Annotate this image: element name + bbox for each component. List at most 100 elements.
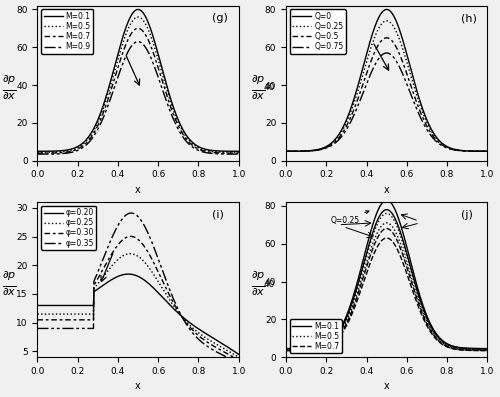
Q=0.5 — [384, 35, 390, 40]
Line: φ=0.30: φ=0.30 — [38, 236, 238, 360]
φ=0.20 — [236, 352, 242, 357]
Q=0.5 — [403, 69, 409, 74]
X-axis label: x: x — [135, 185, 141, 195]
Q=0.5 — [283, 149, 289, 154]
φ=0.30 — [154, 268, 160, 273]
φ=0.20 — [144, 279, 150, 284]
Q=0 — [448, 146, 454, 151]
M=0.5 — [231, 150, 237, 154]
Q=0.5 — [392, 43, 398, 48]
Legend: φ=0.20, φ=0.25, φ=0.30, φ=0.35: φ=0.20, φ=0.25, φ=0.30, φ=0.35 — [41, 206, 96, 250]
φ=0.20 — [132, 273, 138, 278]
Q=0.75 — [484, 149, 490, 154]
Q=0.25 — [484, 149, 490, 154]
φ=0.25 — [200, 333, 206, 338]
Line: φ=0.20: φ=0.20 — [38, 274, 238, 354]
M=0.5 — [236, 150, 242, 154]
φ=0.20 — [154, 290, 160, 295]
M=0.9 — [131, 41, 137, 46]
φ=0.20 — [231, 349, 237, 354]
φ=0.35 — [154, 255, 160, 260]
Y-axis label: $\partial p$
$\overline{\partial x}$: $\partial p$ $\overline{\partial x}$ — [2, 73, 16, 102]
M=0.5 — [131, 16, 137, 21]
M=0.7 — [131, 28, 137, 33]
Q=0.5 — [380, 37, 386, 42]
φ=0.20 — [200, 329, 206, 334]
φ=0.25 — [154, 278, 160, 283]
X-axis label: x: x — [384, 382, 390, 391]
φ=0.25 — [34, 312, 40, 316]
φ=0.35 — [144, 228, 150, 233]
X-axis label: x: x — [384, 185, 390, 195]
Text: (h): (h) — [461, 13, 477, 23]
φ=0.25 — [236, 355, 242, 360]
M=0.1 — [236, 149, 242, 154]
φ=0.30 — [144, 248, 150, 252]
φ=0.20 — [34, 303, 40, 308]
M=0.7 — [200, 148, 206, 153]
Q=0.25 — [283, 149, 289, 154]
φ=0.30 — [130, 234, 136, 239]
Text: Q=0.25: Q=0.25 — [330, 211, 369, 225]
Line: φ=0.25: φ=0.25 — [38, 254, 238, 357]
φ=0.25 — [132, 252, 138, 257]
Q=0.75 — [380, 52, 386, 57]
Q=0 — [392, 17, 398, 21]
M=0.7 — [236, 151, 242, 156]
Legend: M=0.1, M=0.5, M=0.7, M=0.9: M=0.1, M=0.5, M=0.7, M=0.9 — [41, 10, 93, 54]
φ=0.35 — [130, 211, 136, 216]
M=0.7 — [130, 29, 136, 34]
M=0.1 — [200, 146, 206, 151]
Q=0 — [283, 149, 289, 154]
Text: Q=0: Q=0 — [0, 396, 1, 397]
Q=0.25 — [384, 18, 390, 23]
Text: 40: 40 — [264, 83, 275, 93]
φ=0.35 — [236, 360, 242, 365]
φ=0.25 — [231, 352, 237, 357]
Q=0.5 — [448, 146, 454, 151]
Q=0.75 — [403, 80, 409, 85]
M=0.1 — [154, 50, 160, 54]
Y-axis label: $\partial p$
$\overline{\partial x}$: $\partial p$ $\overline{\partial x}$ — [250, 73, 265, 102]
X-axis label: x: x — [135, 382, 141, 391]
Q=0.75 — [448, 147, 454, 152]
Q=0.5 — [378, 38, 384, 43]
φ=0.20 — [125, 272, 131, 276]
φ=0.30 — [200, 337, 206, 341]
Q=0.5 — [480, 149, 486, 154]
Y-axis label: $\partial p$
$\overline{\partial x}$: $\partial p$ $\overline{\partial x}$ — [250, 269, 265, 298]
Q=0 — [480, 149, 486, 154]
Q=0 — [378, 10, 384, 15]
Line: Q=0: Q=0 — [286, 10, 488, 151]
Q=0 — [403, 50, 409, 54]
M=0.1 — [231, 149, 237, 154]
φ=0.35 — [132, 212, 138, 216]
M=0.5 — [135, 15, 141, 19]
M=0.7 — [231, 151, 237, 156]
Line: M=0.1: M=0.1 — [38, 10, 238, 151]
φ=0.30 — [236, 358, 242, 362]
φ=0.30 — [231, 355, 237, 360]
M=0.1 — [130, 10, 136, 15]
Line: M=0.5: M=0.5 — [38, 17, 238, 152]
M=0.1 — [34, 149, 40, 154]
Text: (j): (j) — [461, 210, 473, 220]
Text: (g): (g) — [212, 13, 228, 23]
Q=0 — [484, 149, 490, 154]
Text: (i): (i) — [212, 210, 224, 220]
Q=0.25 — [378, 21, 384, 26]
Q=0 — [384, 7, 390, 12]
Q=0.25 — [480, 149, 486, 154]
φ=0.35 — [34, 326, 40, 331]
M=0.7 — [34, 151, 40, 156]
Q=0.75 — [480, 149, 486, 154]
Line: M=0.9: M=0.9 — [38, 42, 238, 154]
Line: φ=0.35: φ=0.35 — [38, 213, 238, 363]
Q=0.25 — [392, 27, 398, 32]
M=0.5 — [144, 24, 150, 29]
φ=0.30 — [132, 235, 138, 240]
M=0.7 — [135, 26, 141, 31]
M=0.9 — [236, 152, 242, 156]
M=0.1 — [131, 9, 137, 14]
Text: 40: 40 — [264, 280, 275, 289]
